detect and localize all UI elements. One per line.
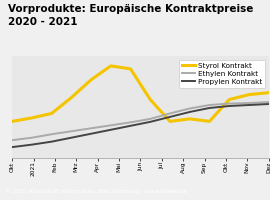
Text: © 2021 Kunststoff Information, Bad Homburg - www.kiweb.de: © 2021 Kunststoff Information, Bad Hombu… — [5, 188, 188, 194]
Legend: Styrol Kontrakt, Ethylen Kontrakt, Propylen Kontrakt: Styrol Kontrakt, Ethylen Kontrakt, Propy… — [179, 60, 265, 88]
Text: Vorprodukte: Europäische Kontraktpreise
2020 - 2021: Vorprodukte: Europäische Kontraktpreise … — [8, 4, 254, 27]
